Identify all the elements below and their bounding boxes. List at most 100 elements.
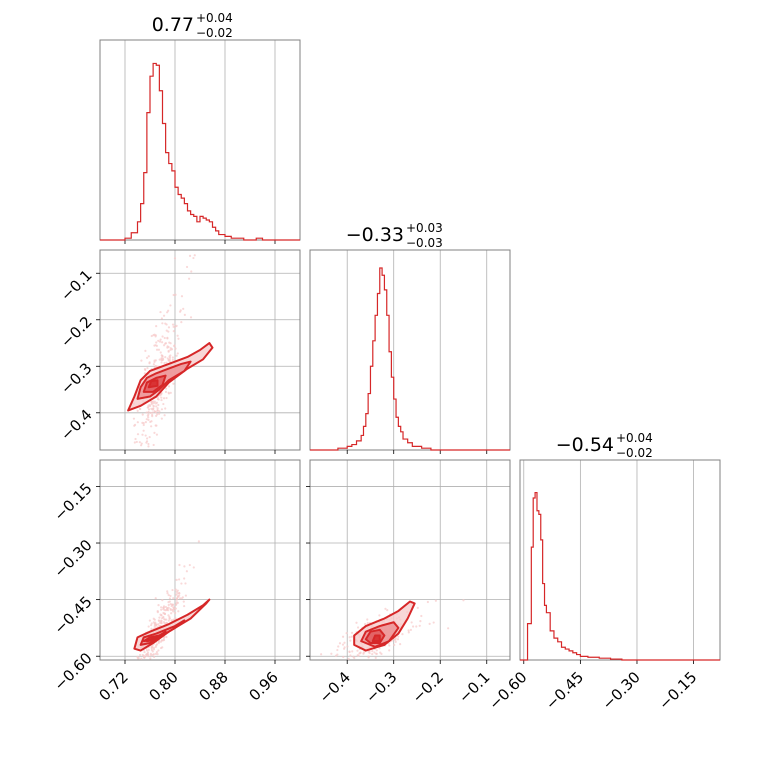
sample-point: [169, 607, 172, 611]
sample-point: [172, 325, 175, 328]
sample-point: [140, 657, 143, 660]
sample-point: [169, 391, 172, 394]
sample-point: [160, 619, 163, 622]
sample-point: [159, 310, 162, 314]
sample-point: [160, 317, 163, 320]
sample-point: [172, 597, 175, 600]
sample-point: [148, 619, 151, 622]
sample-point: [183, 565, 186, 568]
sample-point: [139, 407, 142, 411]
sample-point: [136, 655, 139, 658]
sample-point: [154, 411, 158, 414]
sample-point: [153, 360, 156, 364]
sample-point: [151, 411, 154, 414]
sample-point: [165, 608, 169, 612]
sample-point: [350, 635, 353, 638]
sample-point: [149, 624, 153, 627]
sample-point: [161, 354, 164, 358]
sample-point: [157, 339, 160, 342]
sample-point: [158, 358, 161, 361]
panel-frame: [309, 249, 511, 451]
sample-point: [346, 645, 349, 648]
sample-point: [160, 398, 163, 402]
x-tick-label: −0.30: [599, 668, 644, 713]
sample-point: [416, 606, 419, 609]
param-title-plus: +0.04: [616, 431, 653, 445]
sample-point: [149, 657, 152, 660]
sample-point: [153, 431, 156, 434]
sample-point: [176, 352, 179, 355]
sample-point: [161, 357, 165, 360]
contour-level-3: [145, 635, 159, 643]
sample-point: [145, 356, 149, 359]
sample-point: [157, 619, 160, 622]
sample-point: [171, 323, 175, 326]
sample-point: [158, 616, 161, 619]
sample-point: [147, 405, 150, 409]
sample-point: [193, 254, 196, 257]
sample-point: [158, 412, 161, 415]
sample-point: [348, 636, 351, 639]
sample-point: [163, 414, 166, 417]
sample-point: [167, 619, 170, 622]
sample-point: [336, 648, 339, 652]
sample-point: [171, 358, 174, 361]
sample-point: [155, 643, 159, 646]
sample-point: [415, 625, 418, 628]
sample-point: [411, 625, 415, 628]
sample-point: [163, 336, 166, 340]
sample-point: [350, 631, 354, 634]
sample-point: [156, 652, 159, 656]
sample-point: [172, 608, 175, 611]
sample-point: [176, 597, 179, 600]
sample-point: [147, 355, 150, 358]
sample-point: [366, 618, 369, 621]
sample-point: [349, 639, 352, 642]
sample-point: [197, 540, 201, 543]
sample-point: [167, 606, 170, 609]
panel-frame: [309, 459, 511, 661]
sample-point: [140, 359, 143, 362]
sample-point: [161, 335, 164, 338]
sample-point: [136, 409, 139, 412]
sample-point: [167, 385, 171, 388]
sample-point: [394, 640, 397, 643]
sample-point: [147, 418, 150, 422]
sample-point: [162, 344, 166, 347]
x-tick-label: 0.80: [145, 668, 181, 704]
sample-point: [342, 655, 345, 659]
sample-point: [357, 654, 360, 657]
sample-point: [170, 619, 173, 622]
y-tick-label: −0.60: [50, 649, 95, 694]
param-title-minus: −0.02: [616, 446, 653, 460]
sample-point: [154, 597, 157, 600]
sample-point: [180, 582, 183, 585]
sample-point: [147, 442, 150, 446]
sample-point: [154, 645, 157, 648]
param-title-plus: +0.04: [196, 11, 233, 25]
sample-point: [160, 614, 163, 617]
sample-point: [167, 593, 170, 597]
sample-point: [153, 655, 156, 659]
sample-point: [419, 620, 422, 623]
sample-point: [160, 361, 163, 364]
sample-point: [145, 441, 148, 444]
param-title-plus: +0.03: [406, 221, 443, 235]
sample-point: [341, 635, 345, 638]
sample-point: [171, 588, 174, 592]
y-tick-label: −0.2: [57, 313, 95, 351]
sample-point: [409, 628, 413, 631]
sample-point: [380, 652, 383, 655]
sample-point: [174, 293, 177, 296]
sample-point: [180, 295, 184, 298]
param-title-minus: −0.02: [196, 26, 233, 40]
sample-point: [167, 601, 170, 604]
sample-point: [190, 270, 193, 273]
sample-point: [349, 654, 352, 657]
sample-point: [152, 621, 155, 624]
sample-point: [159, 351, 162, 354]
sample-point: [343, 646, 346, 649]
sample-point: [150, 420, 153, 423]
sample-point: [154, 344, 157, 347]
sample-point: [172, 618, 175, 621]
